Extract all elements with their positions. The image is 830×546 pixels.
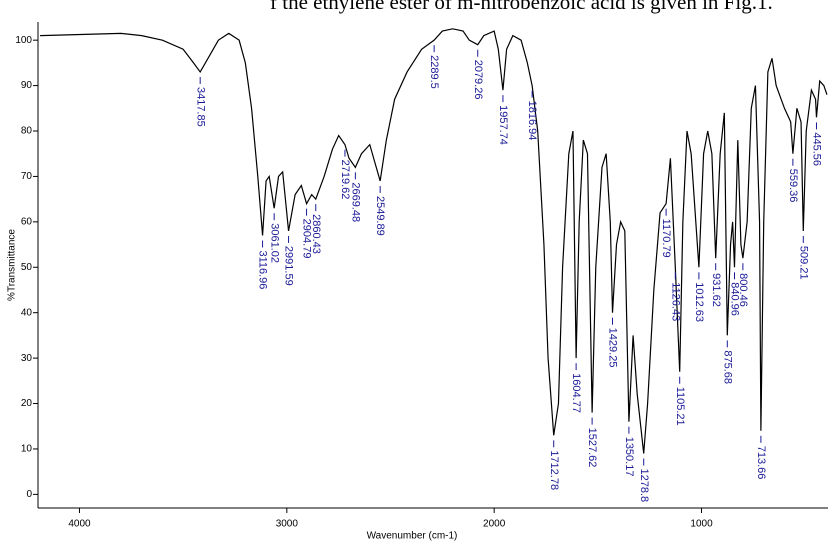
peak-label: 1012.63	[693, 282, 705, 322]
peak-label: 1170.79	[660, 219, 672, 258]
y-tick-label: 50	[21, 262, 33, 273]
peak-label: 1350.17	[623, 437, 635, 477]
x-axis-label: Wavenumber (cm-1)	[367, 531, 458, 542]
peak-label: 2669.48	[349, 182, 361, 222]
y-tick-label: 30	[21, 353, 33, 364]
peak-label: 2860.43	[310, 214, 322, 254]
y-tick-label: 70	[21, 171, 33, 182]
x-tick-label: 4000	[68, 519, 91, 530]
peak-label: 3061.02	[268, 223, 280, 263]
peak-label: 713.66	[755, 446, 767, 480]
peak-label: 1126.43	[669, 282, 681, 321]
y-tick-label: 10	[21, 444, 33, 455]
peak-label: 3116.96	[257, 250, 269, 289]
peak-label: 1712.78	[548, 450, 560, 490]
y-tick-label: 60	[21, 216, 33, 227]
spectrum-line	[40, 28, 828, 454]
y-axis-label: %Transmittance	[7, 229, 18, 301]
caption: f the ethylene ester of m-nitrobenzoic a…	[270, 0, 773, 14]
peak-label: 1816.94	[526, 101, 538, 141]
peak-label: 3417.85	[194, 87, 206, 127]
peak-label: 509.21	[797, 246, 809, 280]
peak-label: 1105.21	[674, 387, 686, 426]
y-tick-label: 40	[21, 307, 33, 318]
x-tick-label: 3000	[276, 519, 299, 530]
y-tick-label: 100	[15, 35, 32, 46]
x-tick-label: 1000	[690, 519, 713, 530]
peak-label: 875.68	[721, 350, 733, 384]
peak-label: 1527.62	[586, 428, 598, 468]
y-tick-label: 90	[21, 80, 33, 91]
peak-label: 1278.8	[638, 468, 650, 502]
peak-label: 1957.74	[497, 105, 509, 145]
peak-label: 445.56	[811, 132, 823, 166]
y-tick-label: 20	[21, 398, 33, 409]
x-tick-label: 2000	[483, 519, 506, 530]
peak-label: 1604.77	[570, 373, 582, 413]
peak-label: 800.46	[737, 273, 749, 307]
peak-label: 2549.89	[374, 196, 386, 236]
peak-label: 559.36	[787, 169, 799, 203]
peak-label: 2991.59	[283, 246, 295, 286]
peak-label: 2079.26	[472, 60, 484, 100]
peak-label: 840.96	[729, 282, 741, 316]
y-tick-label: 80	[21, 126, 33, 137]
peak-label: 931.62	[710, 273, 722, 307]
peak-label: 2719.62	[339, 160, 351, 200]
peak-label: 2904.79	[301, 219, 313, 259]
peak-label: 2289.5	[428, 55, 440, 89]
y-tick-label: 0	[26, 489, 32, 500]
peak-label: 1429.25	[607, 328, 619, 368]
